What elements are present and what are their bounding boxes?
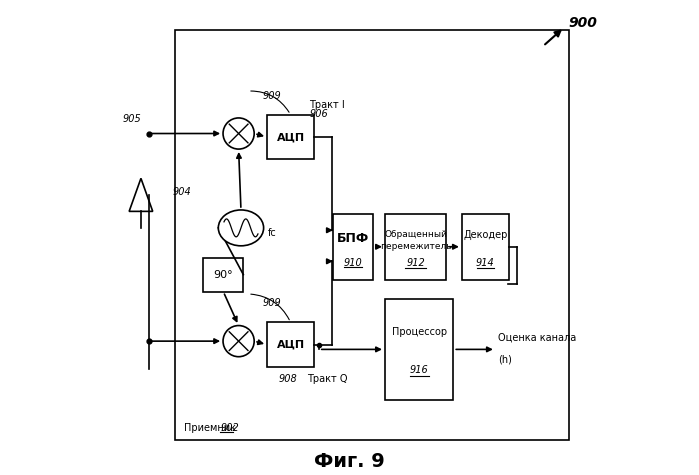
Circle shape (223, 325, 254, 357)
Text: 912: 912 (406, 258, 425, 268)
Text: Оценка канала: Оценка канала (498, 332, 577, 342)
Text: 916: 916 (410, 365, 428, 375)
Ellipse shape (218, 210, 264, 246)
Text: 902: 902 (220, 423, 239, 433)
Text: 908: 908 (279, 374, 298, 384)
Text: 905: 905 (122, 114, 141, 124)
Text: 900: 900 (569, 16, 598, 29)
Text: Приемник: Приемник (185, 423, 240, 433)
FancyBboxPatch shape (267, 114, 314, 160)
Text: 904: 904 (173, 188, 192, 198)
Text: fc: fc (268, 228, 277, 238)
Text: 910: 910 (344, 258, 362, 268)
Text: БПФ: БПФ (337, 232, 369, 245)
Polygon shape (129, 178, 153, 211)
Text: 906: 906 (310, 109, 328, 119)
Text: Декодер: Декодер (463, 230, 507, 240)
Text: 909: 909 (262, 91, 281, 101)
FancyBboxPatch shape (385, 214, 446, 280)
Text: Фиг. 9: Фиг. 9 (314, 452, 385, 471)
FancyBboxPatch shape (267, 322, 314, 367)
FancyBboxPatch shape (462, 214, 509, 280)
Text: 909: 909 (262, 298, 281, 308)
Text: (h): (h) (498, 355, 512, 365)
Text: 90°: 90° (213, 270, 233, 280)
Text: 914: 914 (476, 258, 495, 268)
FancyBboxPatch shape (385, 299, 454, 400)
FancyBboxPatch shape (175, 30, 569, 440)
Text: перемежитель: перемежитель (380, 242, 452, 251)
Text: АЦП: АЦП (276, 340, 305, 350)
Text: АЦП: АЦП (276, 132, 305, 142)
FancyBboxPatch shape (333, 214, 373, 280)
FancyBboxPatch shape (203, 257, 243, 292)
Text: Обращенный: Обращенный (384, 230, 447, 239)
Text: Тракт Q: Тракт Q (307, 374, 347, 384)
Circle shape (223, 118, 254, 149)
Text: Процессор: Процессор (391, 327, 447, 337)
Text: Тракт I: Тракт I (310, 100, 345, 110)
